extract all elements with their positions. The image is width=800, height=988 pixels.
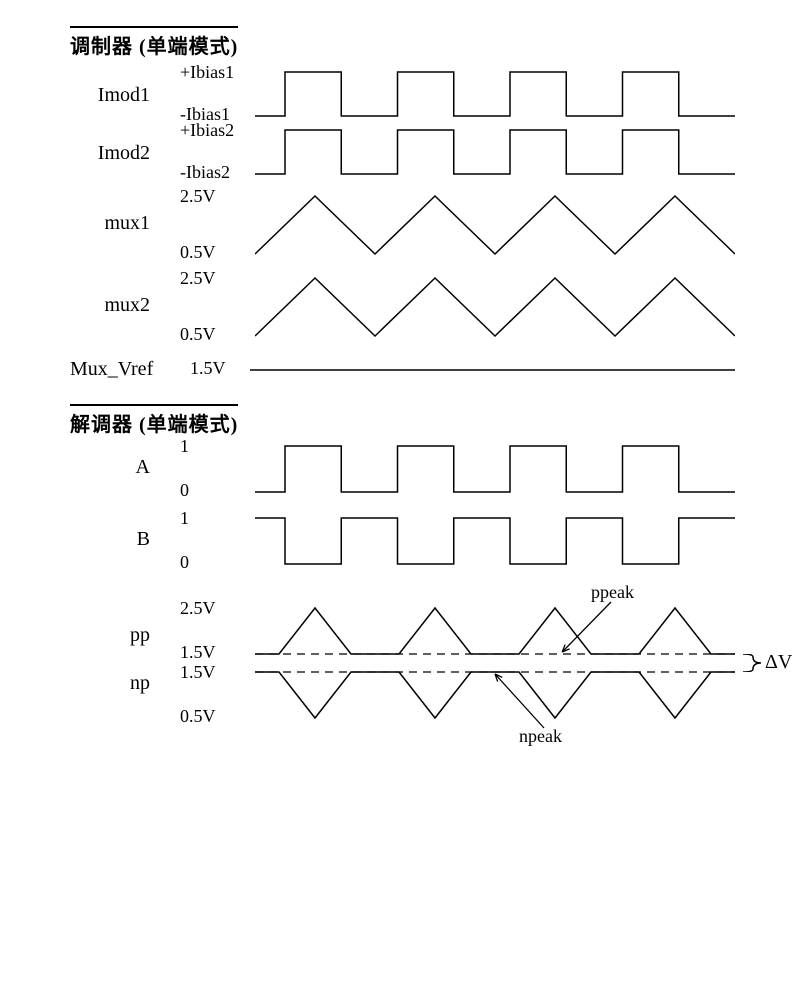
modulator-title: 调制器 (单端模式) bbox=[70, 26, 238, 59]
bot-level-Imod2: -Ibias2 bbox=[180, 162, 230, 183]
ppeak-label: ppeak bbox=[591, 582, 634, 603]
row-pp: pp2.5V1.5V bbox=[0, 608, 800, 654]
top-level-A: 1 bbox=[180, 436, 189, 457]
wave-Imod2 bbox=[255, 128, 735, 176]
label-Imod2: Imod2 bbox=[70, 142, 150, 165]
wave-mux2 bbox=[255, 276, 735, 338]
bot-level-mux1: 0.5V bbox=[180, 242, 216, 263]
top-level-Mux_Vref: 1.5V bbox=[190, 358, 226, 379]
wave-B bbox=[255, 516, 735, 566]
wave-Imod1 bbox=[255, 70, 735, 118]
bot-level-B: 0 bbox=[180, 552, 189, 573]
wave-pp bbox=[255, 606, 735, 656]
top-level-np: 1.5V bbox=[180, 662, 216, 683]
npeak-label: npeak bbox=[519, 726, 562, 747]
demodulator-title: 解调器 (单端模式) bbox=[70, 404, 238, 437]
wave-mux1 bbox=[255, 194, 735, 256]
label-A: A bbox=[70, 456, 150, 479]
label-mux2: mux2 bbox=[70, 294, 150, 317]
bot-level-pp: 1.5V bbox=[180, 642, 216, 663]
wave-A bbox=[255, 444, 735, 494]
label-Imod1: Imod1 bbox=[70, 84, 150, 107]
row-B: B10 bbox=[0, 518, 800, 564]
label-pp: pp bbox=[70, 624, 150, 647]
row-mux1: mux12.5V0.5V bbox=[0, 196, 800, 254]
wave-np bbox=[255, 670, 735, 720]
label-B: B bbox=[70, 528, 150, 551]
top-level-B: 1 bbox=[180, 508, 189, 529]
row-np: np1.5V0.5V bbox=[0, 672, 800, 718]
row-Mux_Vref: Mux_Vref 1.5V bbox=[0, 360, 800, 380]
row-mux2: mux22.5V0.5V bbox=[0, 278, 800, 336]
top-level-mux2: 2.5V bbox=[180, 268, 216, 289]
top-level-Imod2: +Ibias2 bbox=[180, 120, 234, 141]
wave-Mux_Vref bbox=[250, 358, 735, 382]
delta-v-label: ΔV bbox=[765, 651, 792, 674]
label-Mux_Vref: Mux_Vref bbox=[70, 358, 180, 381]
bot-level-A: 0 bbox=[180, 480, 189, 501]
top-level-pp: 2.5V bbox=[180, 598, 216, 619]
label-np: np bbox=[70, 672, 150, 695]
bot-level-mux2: 0.5V bbox=[180, 324, 216, 345]
row-Imod1: Imod1+Ibias1-Ibias1 bbox=[0, 72, 800, 116]
label-mux1: mux1 bbox=[70, 212, 150, 235]
row-A: A10 bbox=[0, 446, 800, 492]
top-level-mux1: 2.5V bbox=[180, 186, 216, 207]
bot-level-np: 0.5V bbox=[180, 706, 216, 727]
top-level-Imod1: +Ibias1 bbox=[180, 62, 234, 83]
row-Imod2: Imod2+Ibias2-Ibias2 bbox=[0, 130, 800, 174]
